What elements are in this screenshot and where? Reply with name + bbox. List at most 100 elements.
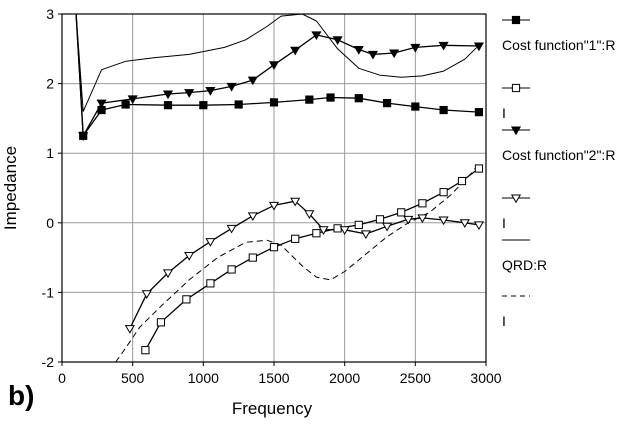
legend-marker-4 [510,194,522,204]
series-2-point [457,176,467,186]
series-1-point [382,98,392,108]
legend-marker-2 [511,83,521,93]
series-3-point [389,49,400,59]
series-4-point [226,224,237,234]
series-line-1 [75,14,479,137]
y-tick-label: 3 [46,6,54,22]
x-tick-label: 3000 [470,370,501,386]
x-tick-label: 1000 [188,370,219,386]
series-3-point [162,90,174,100]
series-3-point [438,41,449,51]
series-3-point [332,36,343,45]
series-2-point [227,265,236,274]
y-tick-label: 1 [46,145,54,161]
series-4-point [304,210,315,219]
y-tick-label: 2 [46,76,54,92]
series-3-point [226,82,237,92]
legend-label-2: I [502,105,506,121]
series-3-point [184,89,195,98]
series-2-point [375,215,385,224]
series-4-point [205,238,216,247]
series-2-point [474,164,484,173]
series-4-point [247,212,258,222]
series-2-point [418,199,427,208]
series-1-point [354,94,363,103]
series-markers [78,31,485,355]
series-2-point [312,229,321,238]
series-1-point [326,93,335,102]
y-tick-label: -1 [42,284,55,300]
x-tick-label: 500 [121,370,145,386]
y-tick-label: -2 [42,354,55,370]
series-4-point [318,226,329,235]
series-3-point [268,61,280,71]
series-1-point [121,100,130,109]
axis-ticks: 0 500 1000 1500 2000 2500 3000 -2 -1 0 1 2 3 [42,6,502,386]
series-1-point [439,105,448,115]
series-4-point [473,221,485,231]
legend-marker-1 [511,15,521,25]
series-4-point [438,216,449,226]
series-4-point [459,219,470,228]
series-1-point [474,108,484,117]
series-2-point [269,243,279,252]
series-3-point [96,99,107,109]
panel-label: b) [8,380,35,411]
series-2-point [182,295,191,304]
x-axis-label: Frequency [232,399,313,418]
series-line-4 [129,200,479,329]
series-3-point [205,87,216,96]
x-tick-label: 0 [58,370,66,386]
series-2-point [439,188,448,197]
series-1-point [199,101,208,110]
series-1-point [269,98,279,107]
series-4-point [124,325,135,334]
legend-label-4: I [502,215,506,231]
series-line-2 [144,167,480,351]
series-3-point [311,31,322,41]
legend-label-5: QRD:R [502,257,547,273]
series-2-point [354,220,363,229]
series-3-point [353,45,364,55]
series-1-point [305,95,314,104]
series-line-3 [75,14,479,137]
series-3-point [78,132,89,141]
series-lines [75,14,480,362]
series-4-point [381,222,393,232]
series-4-point [360,230,371,240]
x-tick-label: 2500 [400,370,431,386]
series-3-point [290,46,301,56]
y-axis-label: Impedance [1,146,20,230]
series-4-point [141,290,152,299]
series-line-5 [75,14,480,112]
series-2-point [291,234,300,243]
series-4-point [184,252,195,261]
series-3-point [473,42,485,52]
legend-marker-3 [510,126,522,136]
series-4-point [339,226,350,235]
y-tick-label: 0 [46,215,54,231]
series-3-point [367,50,379,60]
x-tick-label: 1500 [258,370,289,386]
series-1-point [411,102,420,111]
series-1-point [163,101,173,110]
legend-label-3: Cost function"2":R [502,147,615,163]
series-4-point [290,197,301,207]
series-2-point [141,346,150,355]
series-2-point [156,318,166,327]
legend-label-1: Cost function"1":R [502,37,615,53]
series-2-point [248,253,257,262]
legend: Cost function"1":R I Cost function"2":R I QR… [502,15,615,329]
series-2-point [333,224,342,233]
series-3-point [410,43,421,53]
series-3-point [127,95,138,105]
x-tick-label: 2000 [329,370,360,386]
series-4-point [417,214,428,224]
series-2-point [206,279,215,288]
series-2-point [397,208,406,217]
series-3-point [247,76,258,86]
legend-label-6: I [502,313,506,329]
series-line-6 [115,163,480,362]
